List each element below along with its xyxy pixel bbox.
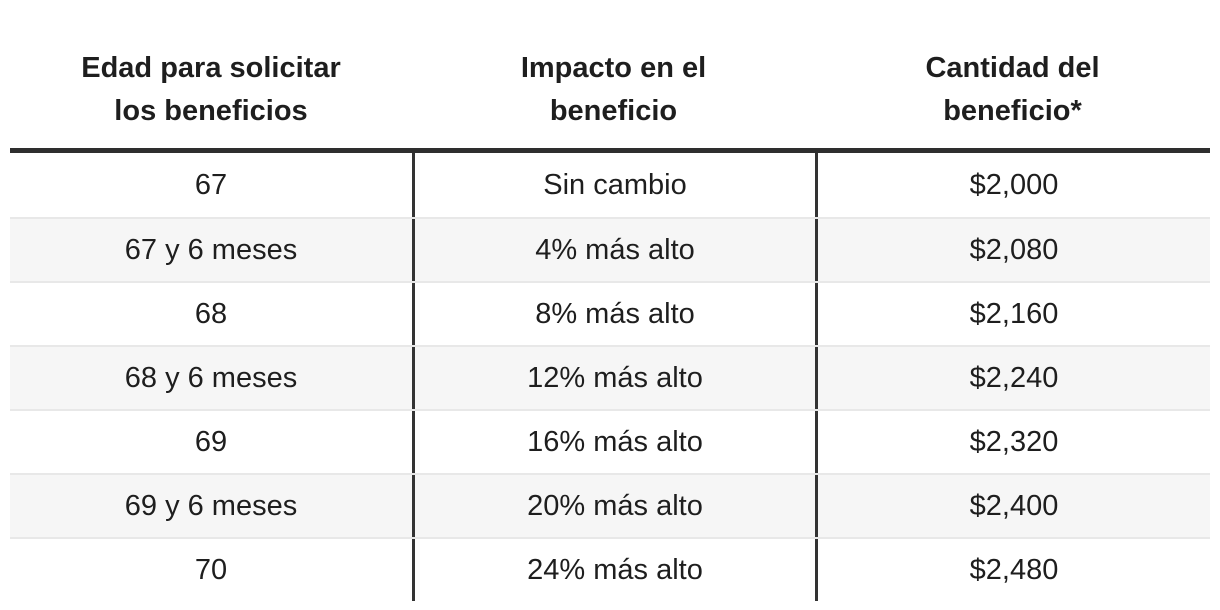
amount-cell: $2,400: [815, 475, 1210, 537]
impact-cell: 8% más alto: [412, 283, 815, 345]
header-impact-line2: beneficio: [549, 95, 678, 127]
amount-cell: $2,480: [815, 539, 1210, 601]
table-row: 69 16% más alto $2,320: [10, 409, 1210, 473]
amount-cell: $2,320: [815, 411, 1210, 473]
impact-cell: 16% más alto: [412, 411, 815, 473]
age-cell: 69: [194, 425, 228, 458]
amount-cell: $2,080: [815, 219, 1210, 281]
age-cell: 67 y 6 meses: [124, 233, 298, 266]
impact-cell: 20% más alto: [412, 475, 815, 537]
table-row: 70 24% más alto $2,480: [10, 537, 1210, 601]
amount-cell: $2,160: [815, 283, 1210, 345]
table-row: 67 Sin cambio $2,000: [10, 153, 1210, 217]
header-age-line2: los beneficios: [114, 95, 308, 127]
benefits-table: Edad para solicitar los beneficios Impac…: [10, 0, 1210, 601]
header-impact-column: Impacto en el beneficio: [412, 47, 815, 148]
table-row: 68 y 6 meses 12% más alto $2,240: [10, 345, 1210, 409]
header-age-line1: Edad para solicitar: [81, 52, 341, 84]
header-age-column: Edad para solicitar los beneficios: [10, 47, 412, 148]
table-row: 68 8% más alto $2,160: [10, 281, 1210, 345]
age-cell: 67: [194, 168, 228, 201]
impact-cell: Sin cambio: [412, 153, 815, 217]
amount-cell: $2,240: [815, 347, 1210, 409]
header-amount-line1: Cantidad del: [925, 52, 1100, 84]
impact-cell: 24% más alto: [412, 539, 815, 601]
table-row: 69 y 6 meses 20% más alto $2,400: [10, 473, 1210, 537]
impact-cell: 4% más alto: [412, 219, 815, 281]
impact-cell: 12% más alto: [412, 347, 815, 409]
header-amount-line2: beneficio*: [943, 95, 1082, 127]
header-amount-column: Cantidad del beneficio*: [815, 47, 1210, 148]
table-row: 67 y 6 meses 4% más alto $2,080: [10, 217, 1210, 281]
age-cell: 70: [194, 553, 228, 586]
age-cell: 68 y 6 meses: [124, 361, 298, 394]
table-header-row: Edad para solicitar los beneficios Impac…: [10, 0, 1210, 148]
header-impact-line1: Impacto en el: [520, 52, 707, 84]
age-cell: 68: [194, 297, 228, 330]
age-cell: 69 y 6 meses: [124, 489, 298, 522]
header-rule: [10, 148, 1210, 153]
amount-cell: $2,000: [815, 153, 1210, 217]
